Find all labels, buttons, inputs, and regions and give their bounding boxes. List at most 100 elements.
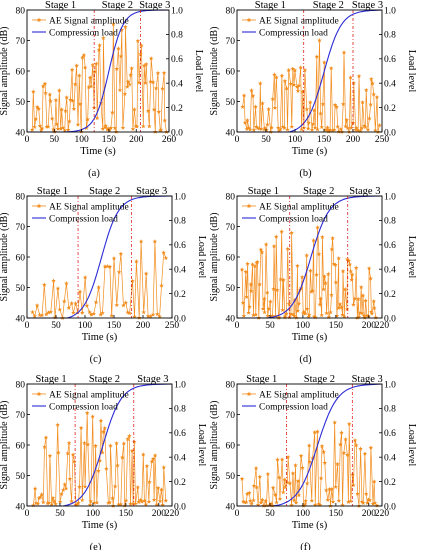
ae-signal-point bbox=[289, 230, 294, 235]
ae-signal-point bbox=[54, 121, 60, 127]
ae-signal-point bbox=[292, 313, 297, 318]
y2-tick-label: 0.6 bbox=[174, 429, 186, 439]
stage-label-2: Stage 2 bbox=[313, 0, 344, 11]
y2-tick-label: 0.4 bbox=[171, 80, 183, 90]
ae-signal-point bbox=[333, 279, 339, 285]
ae-signal-point bbox=[250, 262, 255, 267]
ae-signal-point bbox=[37, 312, 43, 318]
ae-signal-point bbox=[358, 446, 363, 451]
x-tick-label: 0 bbox=[25, 509, 30, 519]
ae-signal-point bbox=[323, 280, 328, 286]
ae-signal-point bbox=[285, 454, 291, 459]
y-tick-label: 50 bbox=[226, 284, 236, 294]
ae-signal-point bbox=[263, 498, 268, 503]
ae-signal-point bbox=[265, 122, 270, 127]
ae-signal-point bbox=[121, 441, 127, 446]
ae-signal-point bbox=[157, 314, 162, 319]
ae-signal-point bbox=[145, 313, 151, 319]
ae-signal-point bbox=[96, 47, 102, 52]
ae-signal-point bbox=[105, 126, 111, 131]
ae-signal-point bbox=[251, 483, 257, 488]
ae-signal-point bbox=[63, 486, 69, 491]
x-tick-label: 50 bbox=[265, 321, 275, 331]
y2-tick-label: 0.0 bbox=[384, 314, 396, 324]
ae-signal-point bbox=[82, 65, 88, 70]
ae-signal-point bbox=[306, 120, 311, 125]
ae-signal-point bbox=[304, 306, 310, 311]
ae-signal-point bbox=[341, 50, 347, 55]
ae-signal-point bbox=[303, 498, 308, 503]
y2-tick-label: 1.0 bbox=[171, 6, 183, 16]
ae-signal-point bbox=[369, 76, 374, 81]
ae-signal-point bbox=[258, 500, 264, 505]
ae-signal-point bbox=[44, 311, 49, 317]
ae-signal-point bbox=[72, 81, 78, 87]
ae-signal-point bbox=[360, 99, 365, 105]
ae-signal-point bbox=[118, 251, 124, 256]
ae-signal-point bbox=[349, 272, 355, 277]
ae-signal-point bbox=[261, 296, 267, 301]
ae-signal-point bbox=[127, 310, 132, 316]
ae-signal-line bbox=[32, 241, 167, 319]
panel-caption: (e) bbox=[90, 542, 102, 550]
ae-signal-point bbox=[160, 502, 165, 507]
ae-signal-point bbox=[145, 108, 151, 113]
ae-signal-point bbox=[288, 81, 293, 86]
ae-signal-point bbox=[328, 65, 334, 71]
x-tick-label: 250 bbox=[165, 321, 180, 331]
y2-tick-label: 0.6 bbox=[384, 55, 396, 65]
ae-signal-point bbox=[258, 126, 264, 131]
ae-signal-point bbox=[337, 301, 343, 307]
ae-signal-point bbox=[62, 128, 68, 133]
ae-signal-point bbox=[129, 448, 135, 453]
x-tick-label: 50 bbox=[55, 509, 65, 519]
ae-signal-point bbox=[377, 122, 382, 128]
ae-signal-point bbox=[267, 502, 272, 508]
legend-label-load: Compression load bbox=[259, 29, 328, 39]
stage-label-3: Stage 3 bbox=[137, 374, 168, 385]
ae-signal-point bbox=[336, 129, 342, 134]
ae-signal-point bbox=[281, 277, 286, 282]
ae-signal-point bbox=[298, 65, 303, 70]
y2-tick-label: 1.0 bbox=[384, 6, 396, 16]
ae-signal-point bbox=[328, 309, 333, 315]
ae-signal-point bbox=[314, 54, 320, 59]
ae-signal-point bbox=[148, 79, 153, 84]
ae-signal-point bbox=[103, 123, 109, 128]
x-tick-label: 0 bbox=[25, 135, 30, 145]
x-tick-label: 200 bbox=[362, 509, 377, 519]
ae-signal-series bbox=[239, 225, 379, 320]
ae-signal-point bbox=[152, 453, 158, 458]
ae-signal-point bbox=[289, 124, 295, 129]
ae-signal-point bbox=[327, 127, 333, 132]
ae-signal-point bbox=[318, 475, 324, 481]
ae-signal-point bbox=[245, 261, 250, 266]
ae-signal-point bbox=[283, 484, 288, 490]
ae-signal-point bbox=[306, 312, 312, 317]
ae-signal-point bbox=[352, 437, 358, 443]
stage-label-1: Stage 1 bbox=[246, 374, 277, 385]
ae-signal-point bbox=[346, 258, 352, 263]
ae-signal-point bbox=[326, 314, 332, 320]
ae-signal-point bbox=[255, 259, 260, 264]
ae-signal-point bbox=[135, 484, 141, 490]
ae-signal-point bbox=[359, 499, 365, 504]
ae-signal-point bbox=[296, 492, 302, 498]
ae-signal-point bbox=[356, 73, 362, 79]
ae-signal-line bbox=[241, 227, 377, 319]
y2-tick-label: 0.4 bbox=[384, 454, 396, 464]
ae-signal-point bbox=[133, 501, 138, 506]
chart-panel-c: Stage 1 Stage 2 Stage 3 AE Signal amplitude… bbox=[0, 186, 207, 365]
ae-signal-point bbox=[98, 418, 104, 423]
ae-signal-point bbox=[253, 312, 259, 317]
y2-axis-label: Load level bbox=[406, 50, 417, 93]
ae-signal-point bbox=[134, 124, 140, 129]
ae-signal-point bbox=[122, 91, 128, 96]
ae-signal-point bbox=[295, 308, 301, 313]
ae-signal-point bbox=[143, 502, 149, 507]
ae-signal-point bbox=[344, 117, 350, 122]
y2-tick-label: 1.0 bbox=[384, 192, 396, 202]
legend-star-icon bbox=[246, 17, 252, 23]
panel-caption: (c) bbox=[90, 354, 102, 365]
ae-signal-point bbox=[304, 480, 310, 486]
